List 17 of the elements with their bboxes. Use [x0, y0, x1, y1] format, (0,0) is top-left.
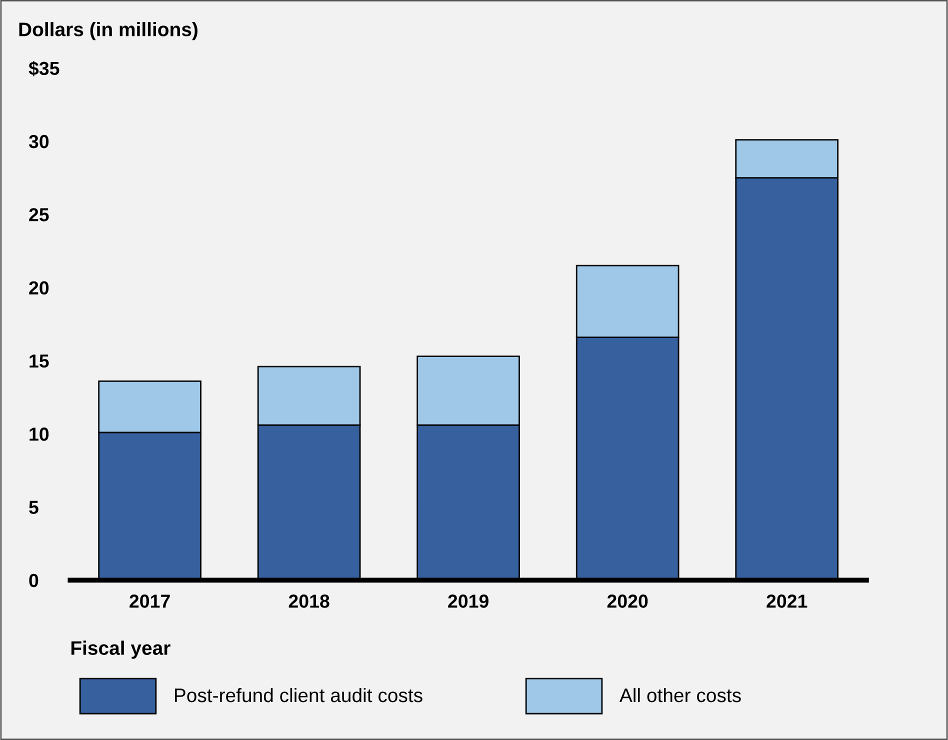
legend-label: Post-refund client audit costs [174, 688, 422, 702]
y-tick-label: 30 [28, 134, 49, 148]
legend-label: All other costs [619, 688, 741, 702]
y-tick-label: 15 [30, 354, 49, 368]
x-tick-label: 2021 [766, 594, 808, 608]
y-tick-label: 25 [29, 208, 49, 222]
x-tick-label: 2017 [130, 594, 170, 608]
x-axis-title: Fiscal year [71, 640, 170, 659]
x-tick-label: 2018 [288, 594, 330, 608]
y-tick-label: $35 [28, 60, 60, 76]
y-axis-title: Dollars (in millions) [19, 22, 198, 40]
x-tick-label: 2019 [448, 594, 488, 608]
y-tick-label: 20 [29, 281, 49, 295]
y-tick-label: 5 [29, 500, 38, 514]
y-tick-label: 10 [30, 428, 49, 441]
x-tick-label: 2020 [607, 594, 648, 608]
y-tick-label: 0 [29, 574, 38, 588]
